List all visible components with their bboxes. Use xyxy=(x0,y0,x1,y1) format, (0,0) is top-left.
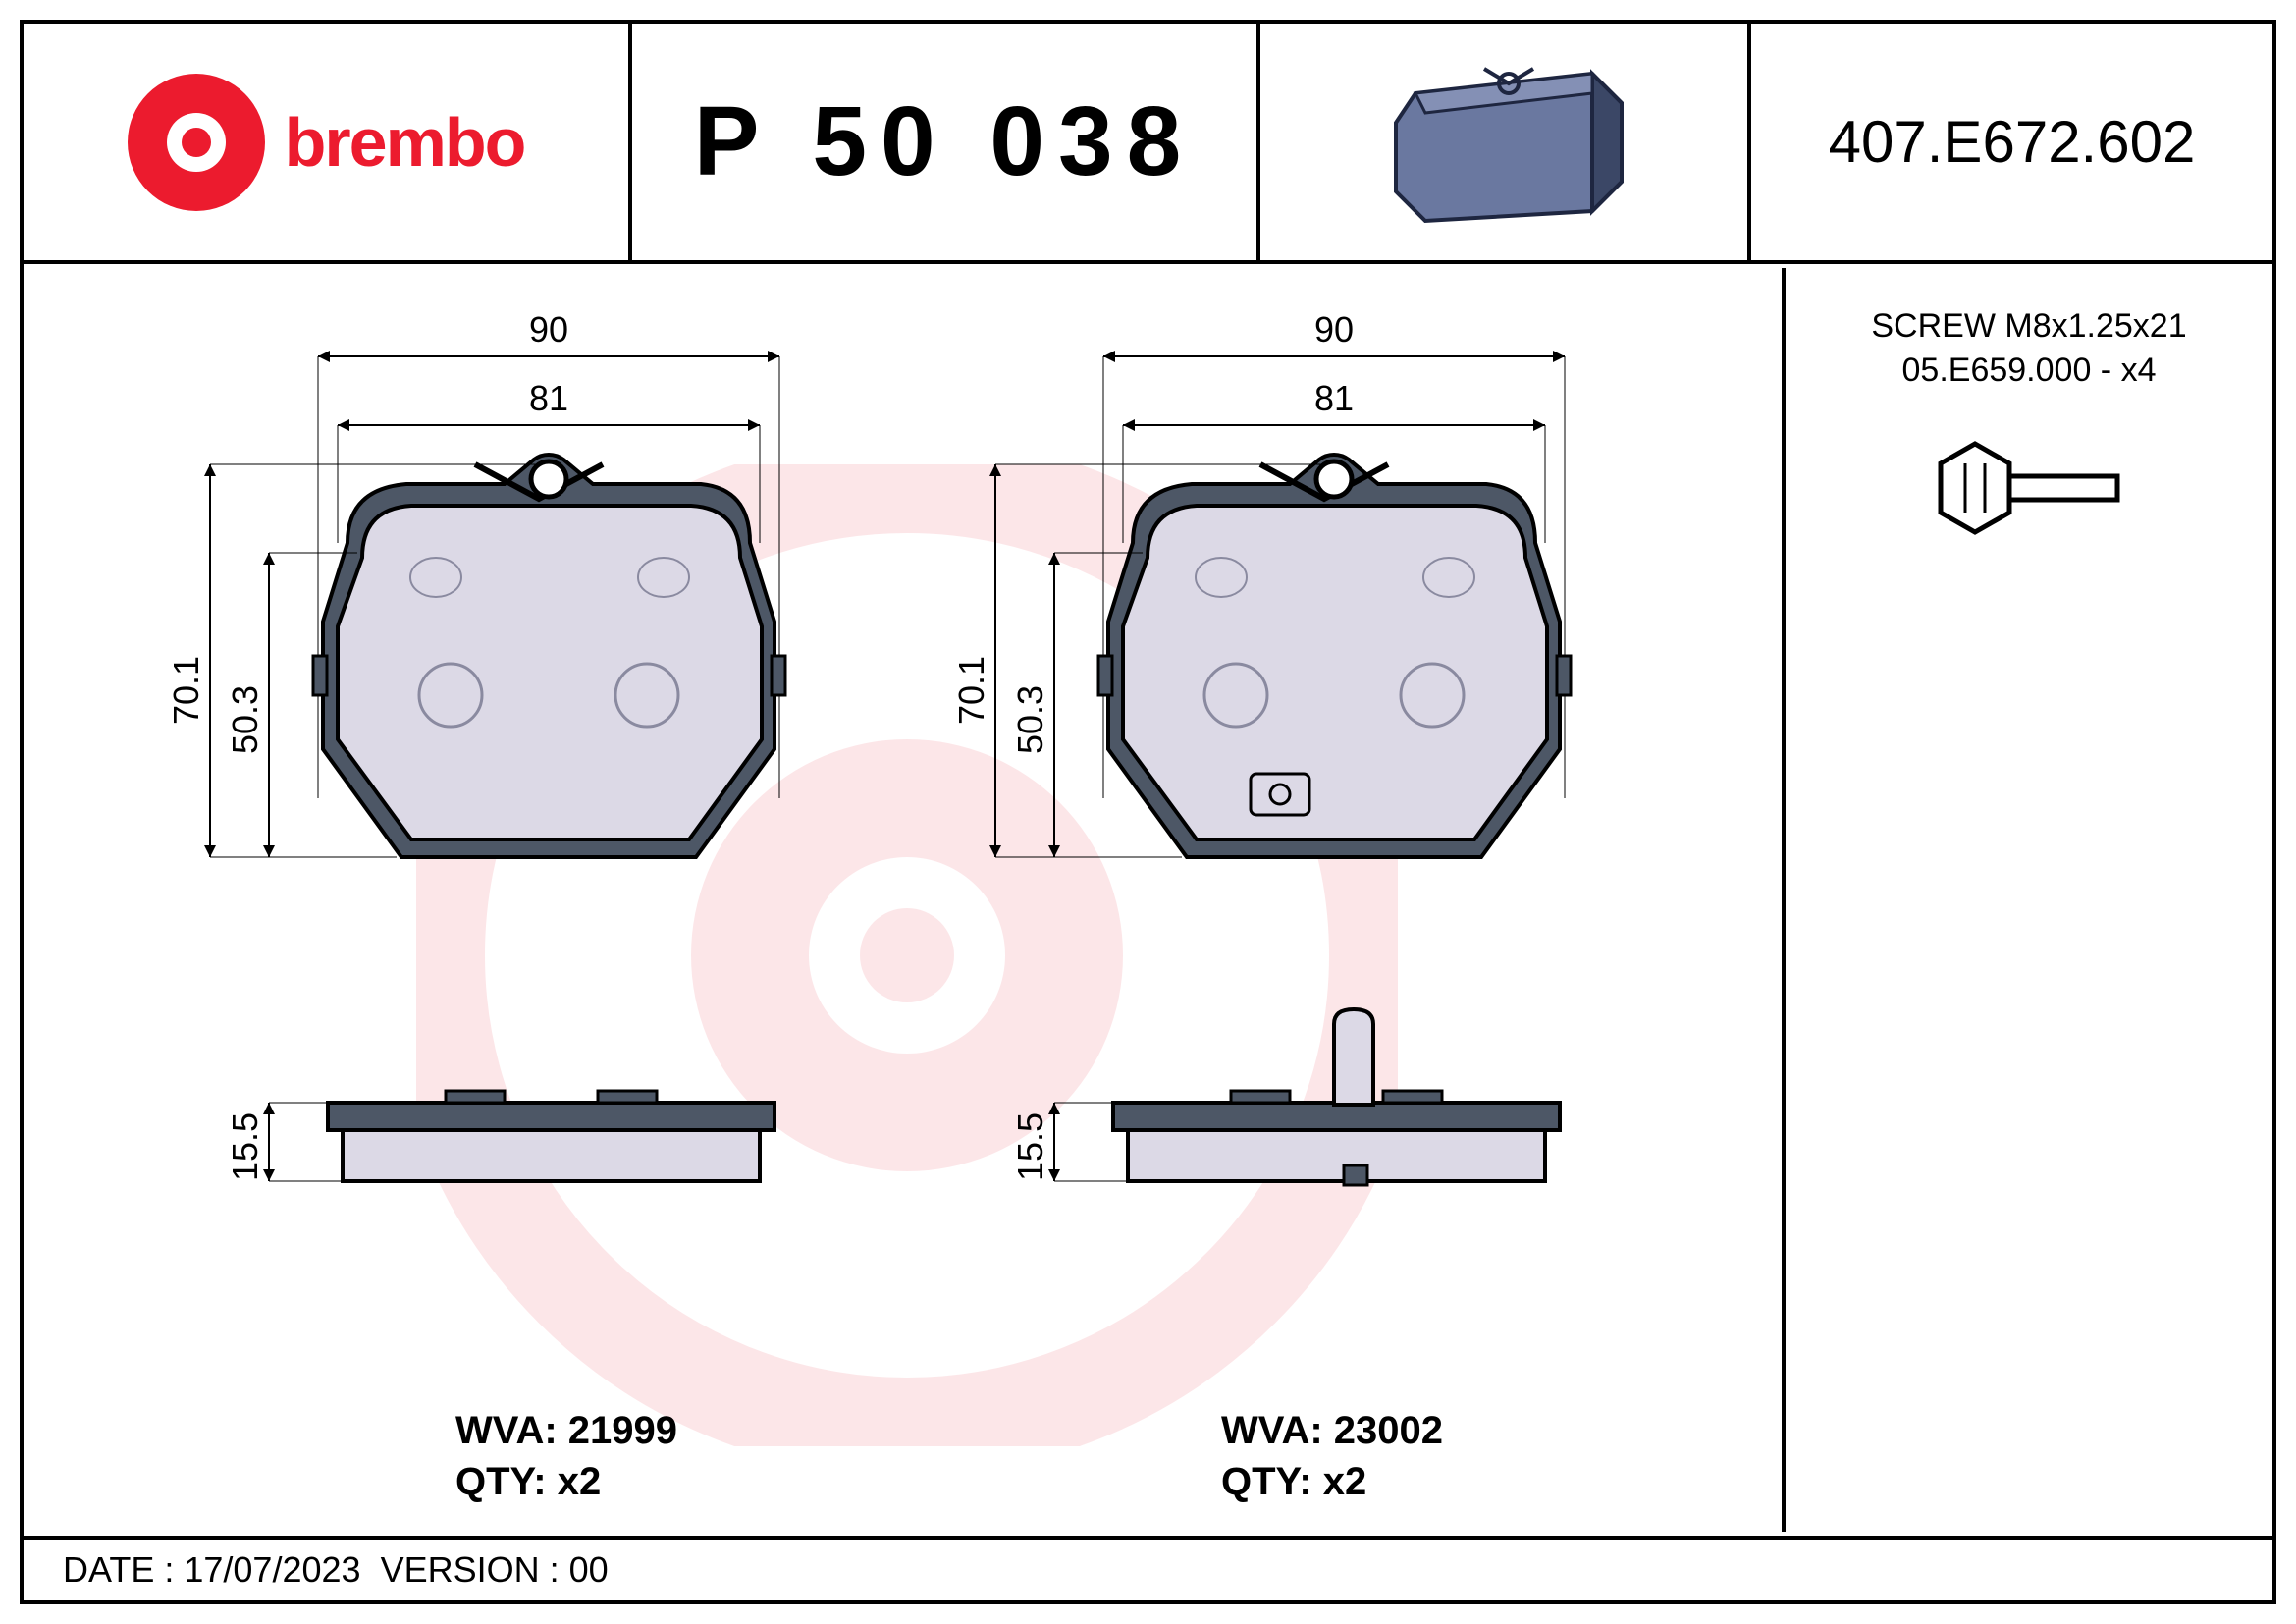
pad-face-left xyxy=(338,506,762,839)
svg-text:15.5: 15.5 xyxy=(1010,1112,1050,1181)
brand-text: brembo xyxy=(285,103,525,182)
drawing-sheet: brembo P 50 038 407.E672.602 brembo xyxy=(20,20,2276,1604)
wear-clip-icon xyxy=(1334,1009,1373,1105)
version-value: 00 xyxy=(569,1549,609,1591)
brand-cell: brembo xyxy=(24,24,632,260)
screw-label-2: 05.E659.000 - x4 xyxy=(1786,352,2272,390)
dim-width-inner-r: 81 xyxy=(1314,378,1354,418)
svg-text:50.3: 50.3 xyxy=(1010,685,1050,754)
qty-value-left: x2 xyxy=(558,1460,602,1503)
pad-3d-icon xyxy=(1347,44,1661,241)
isometric-render xyxy=(1260,24,1751,260)
screw-label-1: SCREW M8x1.25x21 xyxy=(1786,307,2272,346)
drawing-area: brembo SCREW M8x1.25x21 05.E659.000 - x4… xyxy=(24,268,2272,1532)
screw-icon xyxy=(1921,419,2137,557)
footer-bar: DATE : 17/07/2023 VERSION : 00 xyxy=(24,1536,2272,1600)
part-number: P 50 038 xyxy=(632,24,1260,260)
side-backplate-left xyxy=(328,1103,774,1130)
dim-width-outer-r: 90 xyxy=(1314,309,1354,350)
wva-value-right: 23002 xyxy=(1334,1409,1443,1452)
side-friction-left xyxy=(343,1130,760,1181)
date-label: DATE : xyxy=(63,1549,174,1591)
dim-height-inner: 50.3 xyxy=(225,685,265,754)
qty-value-right: x2 xyxy=(1323,1460,1367,1503)
pad-info-right: WVA: 23002 QTY: x2 xyxy=(1221,1405,1443,1507)
secondary-code: 407.E672.602 xyxy=(1751,24,2272,260)
date-value: 17/07/2023 xyxy=(184,1549,360,1591)
dim-width-inner: 81 xyxy=(529,378,568,418)
pad-info-left: WVA: 21999 QTY: x2 xyxy=(455,1405,677,1507)
title-block: brembo P 50 038 407.E672.602 xyxy=(24,24,2272,264)
wva-value-left: 21999 xyxy=(568,1409,677,1452)
dim-height-outer: 70.1 xyxy=(166,656,206,725)
pad-drawing-left: 90 81 xyxy=(151,288,858,1324)
version-label: VERSION : xyxy=(381,1549,560,1591)
brembo-logo-icon xyxy=(128,74,265,211)
screw-info: SCREW M8x1.25x21 05.E659.000 - x4 xyxy=(1782,268,2272,1532)
wva-label: WVA: xyxy=(455,1409,558,1452)
dim-width-outer: 90 xyxy=(529,309,568,350)
wear-sensor-icon xyxy=(1251,774,1309,815)
qty-label: QTY: xyxy=(455,1460,547,1503)
pad-drawing-right: 90 81 xyxy=(936,288,1643,1324)
dim-thickness: 15.5 xyxy=(225,1112,265,1181)
svg-text:70.1: 70.1 xyxy=(951,656,991,725)
